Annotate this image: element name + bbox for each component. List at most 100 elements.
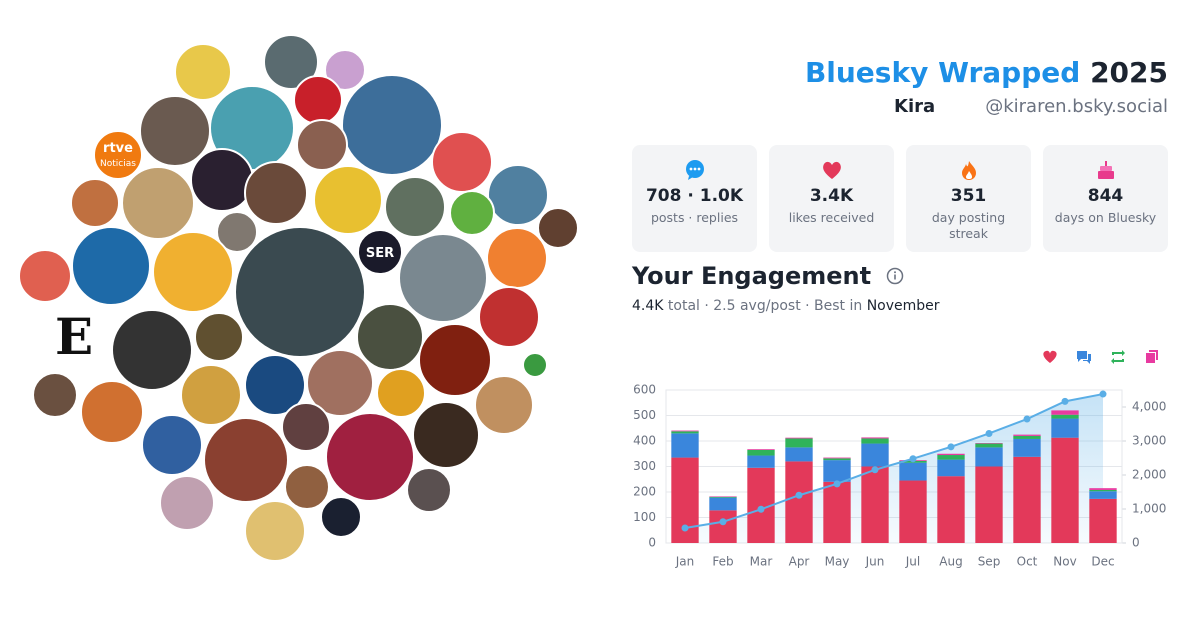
y2-tick-label: 4,000 [1132,400,1166,414]
stat-card: 351 day posting streak [906,145,1031,252]
bar-segment [975,443,1003,448]
bar-segment [975,443,1003,444]
avatar [431,131,493,193]
legend-glyph [1077,351,1091,364]
avatar [478,286,540,348]
bar-segment [823,460,851,482]
bar-segment [1013,456,1041,543]
user-name: Kira [894,96,936,117]
avatar [234,226,366,358]
line-point [1023,415,1031,423]
avatar [325,412,415,502]
section-title: Your Engagement [632,262,905,290]
x-tick-label: Apr [789,555,810,569]
user-handle: @kiraren.bsky.social [985,96,1168,117]
avatar [244,354,306,416]
y-tick-label: 300 [633,459,656,473]
avatar [70,178,120,228]
y-tick-label: 600 [633,383,656,397]
bar-segment [1051,414,1079,419]
legend-glyph [1043,350,1057,363]
avatar [474,375,534,435]
bar-segment [785,438,813,448]
bar-segment [975,447,1003,467]
avatar [313,165,383,235]
avatar [356,303,424,371]
summary-best: November [866,298,940,314]
avatar [398,233,488,323]
x-tick-label: Jun [865,555,885,569]
bar-segment [823,481,851,543]
avatar [71,226,151,306]
bar-segment [785,461,813,543]
legend-icon [1111,350,1125,364]
avatar [412,401,480,469]
line-point [833,480,841,488]
bar-segment [823,457,851,459]
avatar [203,417,289,503]
bar-segment [709,496,737,497]
bar-segment [785,437,813,439]
y-tick-label: 0 [648,536,656,550]
bar-segment [709,510,737,543]
title-year: 2025 [1090,56,1168,89]
x-tick-label: Nov [1053,555,1076,569]
bar-segment [861,438,889,444]
legend-glyph [1111,350,1125,364]
avatar [449,190,495,236]
avatar [111,309,193,391]
avatar [244,161,308,225]
avatar [284,464,330,510]
bar-segment [1013,438,1041,457]
bar-segment [937,459,965,477]
x-tick-label: Oct [1017,555,1038,569]
avatar-text: SER [366,246,394,261]
avatar [244,500,306,562]
avatar [80,380,144,444]
avatar [180,364,242,426]
avatar [139,95,211,167]
y2-tick-label: 2,000 [1132,468,1166,482]
x-tick-label: Sep [978,555,1001,569]
avatar [406,467,452,513]
line-point [719,518,727,526]
summary-text: total · 2.5 avg/post · Best in [663,298,867,314]
stat-card: 708 · 1.0K posts · replies [632,145,757,252]
avatar [522,352,548,378]
bar-segment [1089,488,1117,490]
x-tick-label: Dec [1091,555,1114,569]
x-tick-label: Feb [712,555,733,569]
bar-segment [671,433,699,458]
avatar [487,164,549,226]
y2-tick-label: 0 [1132,536,1140,550]
stat-label: posts · replies [650,210,739,225]
bar-segment [937,455,965,460]
icon [685,160,704,180]
bar-segment [671,430,699,432]
y-tick-label: 100 [633,510,656,524]
stat-value: 844 [1087,186,1124,206]
stat-label: likes received [788,210,875,225]
bar-segment [671,431,699,434]
avatar [376,368,426,418]
legend-icon [1077,351,1091,364]
info-icon[interactable] [885,266,905,286]
stat-card: 3.4K likes received [769,145,894,252]
bubbles [18,34,579,562]
stat-value: 351 [950,186,987,206]
icon [1097,161,1114,179]
avatar [418,323,492,397]
stat-value: 708 · 1.0K [645,186,744,206]
bar-segment [861,466,889,543]
legend-icon [1043,350,1057,363]
bar-segment [975,466,1003,543]
avatar [306,349,374,417]
avatar [159,475,215,531]
summary: 4.4K total · 2.5 avg/post · Best in Nove… [632,298,940,314]
avatar [281,402,331,452]
y2-tick-label: 1,000 [1132,502,1166,516]
legend-glyph [1146,350,1158,363]
avatar [537,207,579,249]
stat-value: 3.4K [809,186,854,206]
avatar [141,414,203,476]
